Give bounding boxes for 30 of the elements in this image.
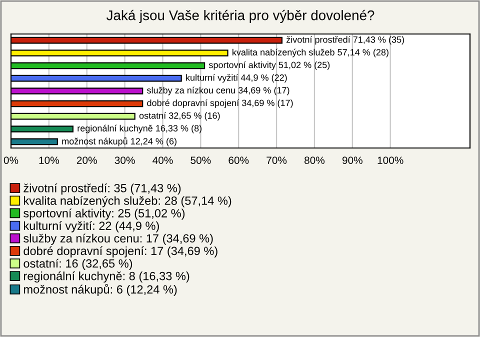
x-tick-label: 80% <box>304 156 325 164</box>
data-label: kvalita nabízených služeb 57,14 % (28) <box>232 48 388 58</box>
x-tick-label: 20% <box>76 156 97 164</box>
x-tick-label: 50% <box>190 156 211 164</box>
legend-label: sportovní aktivity: 25 (51,02 %) <box>24 208 185 220</box>
data-label: možnost nákupů 12,24 % (6) <box>62 137 176 146</box>
data-label: ostatní 32,65 % (16) <box>139 112 220 121</box>
x-tick-label: 60% <box>228 156 249 164</box>
x-tick-label: 0% <box>4 156 18 164</box>
legend-label: možnost nákupů: 6 (12,24 %) <box>24 284 177 296</box>
legend-label: dobré dopravní spojení: 17 (34,69 %) <box>24 246 218 258</box>
chart-title: Jaká jsou Vaše kritéria pro výběr dovolené? <box>106 10 374 23</box>
x-tick-label: 40% <box>152 156 173 164</box>
x-tick-label: 30% <box>114 156 135 164</box>
data-label: kulturní vyžití 44,9 % (22) <box>186 74 287 83</box>
data-label: regionální kuchyně 16,33 % (8) <box>78 124 202 134</box>
data-label: služby za nízkou cenu 34,69 % (17) <box>147 86 290 96</box>
data-label: životní prostředí 71,43 % (35) <box>286 36 404 45</box>
legend-label: kulturní vyžití: 22 (44,9 %) <box>24 221 159 232</box>
legend-label: kvalita nabízených služeb: 28 (57,14 %) <box>24 196 232 208</box>
legend-label: životní prostředí: 35 (71,43 %) <box>24 184 181 195</box>
data-label: dobré dopravní spojení 34,69 % (17) <box>147 99 293 108</box>
x-tick-label: 70% <box>266 156 287 164</box>
data-label: sportovní aktivity 51,02 % (25) <box>208 61 330 70</box>
legend-label: ostatní: 16 (32,65 %) <box>24 258 132 270</box>
x-tick-label: 90% <box>342 156 362 164</box>
legend-label: regionální kuchyně: 8 (16,33 %) <box>24 271 190 283</box>
x-tick-label: 10% <box>39 156 59 164</box>
x-tick-label: 100% <box>378 156 404 164</box>
legend-label: služby za nízkou cenu: 17 (34,69 %) <box>24 234 213 245</box>
